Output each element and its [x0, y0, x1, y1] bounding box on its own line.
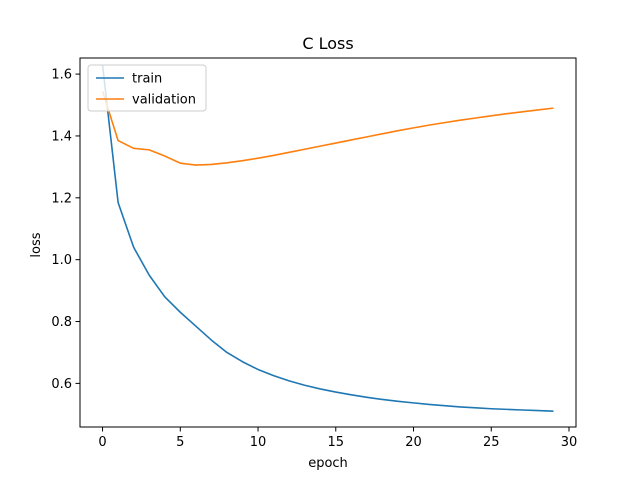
x-tick-label: 25 [483, 435, 500, 450]
series-layer [101, 64, 554, 413]
x-tick-label: 30 [561, 435, 578, 450]
x-tick-label: 15 [328, 435, 345, 450]
legend: train validation [87, 64, 207, 112]
x-tick-label: 20 [405, 435, 422, 450]
y-tick-label: 1.4 [51, 129, 72, 144]
legend-label-train: train [132, 72, 162, 87]
y-axis-label: loss [29, 232, 44, 257]
x-tick-label: 0 [98, 435, 106, 450]
legend-label-validation: validation [132, 93, 196, 108]
x-tick-label: 5 [176, 435, 184, 450]
y-tick-label: 1.2 [51, 191, 72, 206]
y-tick-label: 1.0 [51, 253, 72, 268]
series-line-validation [101, 90, 554, 166]
y-tick-label: 1.6 [51, 68, 72, 83]
y-tick-label: 0.6 [51, 377, 72, 392]
y-tick-label: 0.8 [51, 315, 72, 330]
x-tick-label: 10 [250, 435, 267, 450]
chart-title: C Loss [302, 34, 353, 53]
series-line-train [101, 64, 554, 413]
axes-layer: 0 5 10 15 20 25 30 0.6 0.8 1.0 1.2 1.4 1.6 [51, 57, 578, 450]
x-axis-label: epoch [308, 456, 348, 471]
plot-frame [79, 57, 577, 428]
